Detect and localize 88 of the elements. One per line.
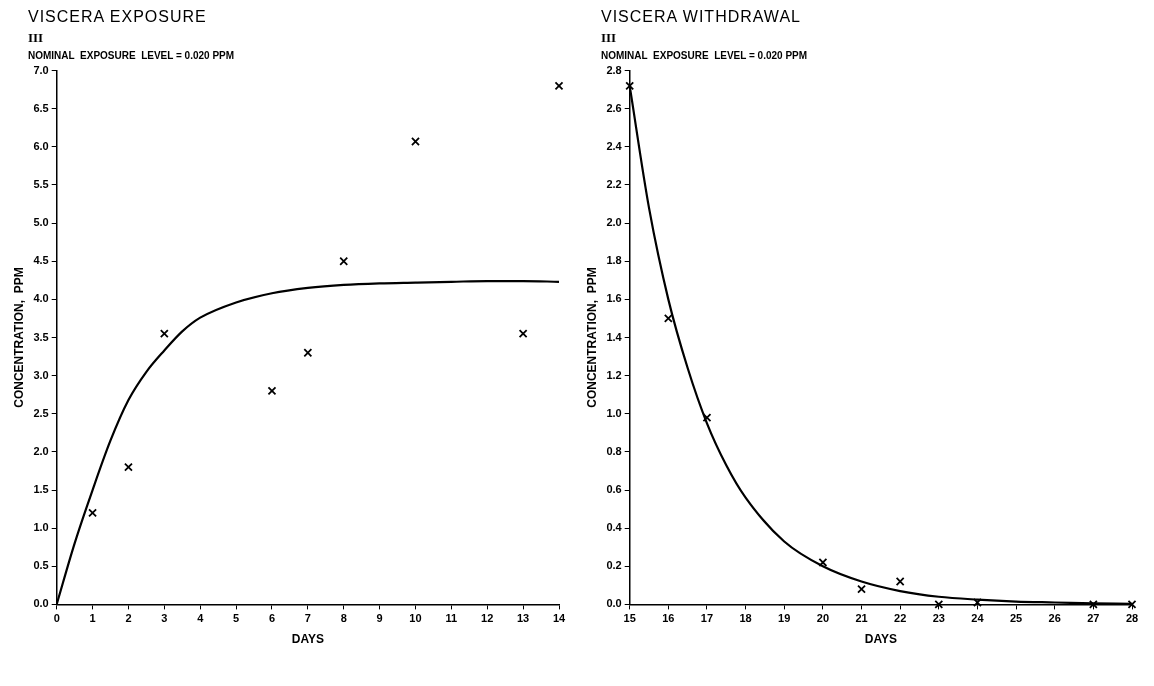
point bbox=[702, 413, 712, 423]
chart-subtitle: III bbox=[600, 30, 618, 46]
point bbox=[625, 81, 635, 91]
y-tick-label: 0.4 bbox=[606, 521, 623, 534]
x-tick-label: 28 bbox=[1125, 612, 1139, 625]
x-tick-label: 27 bbox=[1087, 612, 1100, 625]
point bbox=[895, 577, 905, 586]
x-tick-label: 24 bbox=[971, 612, 985, 625]
x-tick-label: 18 bbox=[739, 612, 752, 625]
chart-title: VISCERA WITHDRAWAL bbox=[600, 8, 802, 26]
point bbox=[818, 558, 828, 567]
x-tick-label: 8 bbox=[340, 612, 347, 625]
x-tick-label: 3 bbox=[161, 612, 168, 625]
point bbox=[159, 329, 169, 339]
x-tick-label: 1 bbox=[89, 612, 96, 625]
y-tick-label: 2.6 bbox=[606, 101, 622, 114]
x-tick-label: 13 bbox=[517, 612, 530, 625]
point bbox=[124, 462, 133, 472]
x-tick-label: 25 bbox=[1009, 612, 1023, 625]
text: NOMINAL EXPOSURE LEVEL = 0.020 PPM bbox=[600, 50, 809, 61]
x-tick-label: 0 bbox=[53, 612, 60, 625]
x-tick-label: 17 bbox=[700, 612, 714, 625]
x-tick-label: 11 bbox=[445, 612, 458, 625]
y-tick-label: 5.5 bbox=[33, 178, 49, 191]
x-tick-label: 15 bbox=[623, 612, 636, 625]
x-tick-label: 5 bbox=[233, 612, 240, 625]
y-tick-label: 2.0 bbox=[606, 216, 622, 229]
y-tick-label: 6.0 bbox=[33, 139, 49, 152]
point bbox=[934, 599, 944, 609]
point bbox=[663, 314, 673, 323]
point bbox=[1088, 599, 1098, 609]
x-tick-label: 12 bbox=[481, 612, 494, 625]
point bbox=[857, 584, 866, 594]
x-tick-label: 4 bbox=[197, 612, 205, 625]
y-tick-label: 0.2 bbox=[606, 559, 622, 572]
y-tick-label: 1.0 bbox=[606, 406, 622, 419]
x-axis-title: DAYS bbox=[291, 632, 324, 647]
y-tick-label: 1.5 bbox=[33, 483, 49, 496]
y-tick-label: 6.5 bbox=[33, 101, 49, 114]
x-tick-label: 23 bbox=[932, 612, 945, 625]
x-axis-title: DAYS bbox=[864, 632, 897, 647]
y-tick-label: 3.5 bbox=[33, 330, 49, 343]
x-tick-label: 9 bbox=[376, 612, 383, 625]
y-tick-label: 1.8 bbox=[606, 254, 622, 267]
y-tick-label: 0.5 bbox=[33, 559, 49, 572]
point bbox=[339, 256, 349, 266]
chart-title: VISCERA EXPOSURE bbox=[27, 8, 208, 26]
y-tick-label: 1.2 bbox=[606, 368, 622, 381]
point bbox=[303, 348, 313, 358]
y-tick-label: 0.6 bbox=[606, 483, 622, 496]
point bbox=[411, 137, 420, 146]
x-tick-label: 22 bbox=[894, 612, 907, 625]
x-tick-label: 7 bbox=[304, 612, 311, 625]
point bbox=[267, 386, 277, 396]
x-tick-label: 2 bbox=[125, 612, 132, 625]
chart-subtitle: III bbox=[27, 30, 45, 46]
x-tick-label: 6 bbox=[268, 612, 276, 625]
x-tick-label: 19 bbox=[778, 612, 791, 625]
y-tick-label: 1.4 bbox=[606, 330, 623, 343]
point bbox=[88, 508, 98, 518]
y-tick-label: 4.5 bbox=[33, 254, 49, 267]
y-tick-label: 3.0 bbox=[33, 368, 49, 381]
point bbox=[518, 329, 528, 339]
point bbox=[1127, 599, 1137, 609]
y-tick-label: 0.0 bbox=[606, 597, 622, 610]
y-tick-label: 2.0 bbox=[33, 444, 49, 457]
point bbox=[973, 598, 982, 607]
y-tick-label: 2.5 bbox=[33, 406, 49, 419]
y-tick-label: 1.0 bbox=[33, 521, 49, 534]
y-tick-label: 7.0 bbox=[33, 63, 49, 76]
x-tick-label: 10 bbox=[409, 612, 422, 625]
x-tick-label: 26 bbox=[1048, 612, 1061, 625]
y-tick-label: 1.6 bbox=[606, 292, 622, 305]
y-tick-label: 2.8 bbox=[606, 63, 622, 76]
x-tick-label: 21 bbox=[855, 612, 868, 625]
y-tick-label: 2.2 bbox=[606, 178, 622, 191]
x-tick-label: 20 bbox=[816, 612, 830, 625]
x-tick-label: 14 bbox=[552, 612, 566, 625]
y-tick-label: 5.0 bbox=[33, 216, 49, 229]
y-axis-title: CONCENTRATION, PPM bbox=[584, 267, 599, 408]
x-tick-label: 16 bbox=[662, 612, 675, 625]
y-tick-label: 4.0 bbox=[33, 292, 49, 305]
y-tick-label: 2.4 bbox=[606, 139, 623, 152]
point bbox=[554, 81, 564, 91]
text: NOMINAL EXPOSURE LEVEL = 0.020 PPM bbox=[27, 50, 236, 61]
y-tick-label: 0.8 bbox=[606, 444, 622, 457]
y-tick-label: 0.0 bbox=[33, 597, 49, 610]
y-axis-title: CONCENTRATION, PPM bbox=[11, 267, 26, 408]
